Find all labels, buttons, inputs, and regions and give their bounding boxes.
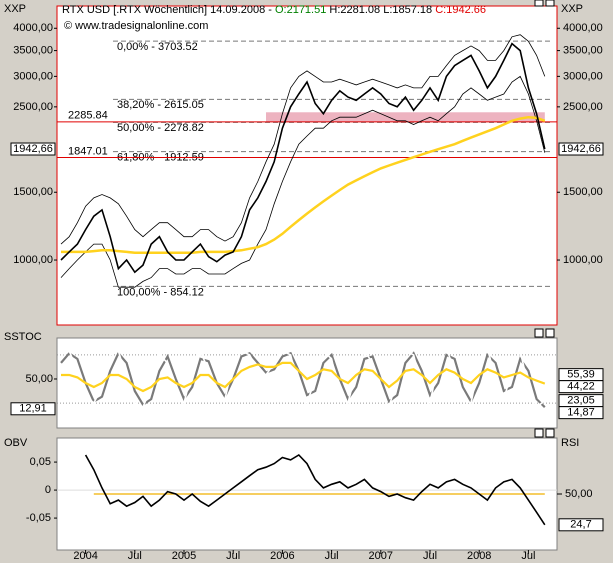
maximize-button[interactable] [534, 428, 544, 438]
last-price: 1942,66 [13, 143, 53, 155]
panel-label: OBV [4, 437, 28, 449]
y-tick-label: 2500,00 [563, 101, 603, 113]
fib-label: 100,00% - 854.12 [117, 286, 204, 298]
y-tick-label: -0,05 [26, 512, 51, 524]
y-tick-label: 3000,00 [13, 70, 53, 82]
last-price: 1942,66 [561, 143, 601, 155]
y-tick-label: 1000,00 [13, 254, 53, 266]
y2-tick-label: 50,00 [565, 488, 593, 500]
series-line [60, 351, 546, 408]
y-tick-label: 4000,00 [563, 22, 603, 34]
x-tick-label: Jul [423, 550, 437, 562]
close-button[interactable] [545, 428, 555, 438]
close-button[interactable] [545, 0, 555, 7]
last-price-box [558, 142, 604, 156]
series-line [60, 346, 546, 409]
panel-label: SSTOC [4, 331, 42, 343]
y-tick-label: 3500,00 [13, 45, 53, 57]
open: O:2171.51 [275, 4, 326, 16]
x-tick-label: Jul [521, 550, 535, 562]
x-tick-label: 2006 [270, 550, 294, 562]
x-tick-label: Jul [128, 550, 142, 562]
panel-buttons [534, 0, 555, 438]
fib-label: 38,20% - 2615.05 [117, 99, 204, 111]
y-tick-label: 50,00 [25, 373, 53, 385]
sstoc-panel [56, 337, 558, 429]
end-value: 14,87 [567, 407, 595, 419]
close-button[interactable] [545, 328, 555, 338]
level-label: 2285.84 [68, 110, 108, 122]
series-line [61, 115, 546, 254]
y-tick-label: 3000,00 [563, 70, 603, 82]
y-tick-label: 0,05 [30, 456, 51, 468]
last-price-box [10, 142, 56, 156]
x-tick-label: 2008 [467, 550, 491, 562]
x-tick-label: 2004 [73, 550, 97, 562]
copyright: © www.tradesignalonline.com [64, 20, 208, 32]
y-tick-label: 3500,00 [563, 45, 603, 57]
current-value: 12,91 [19, 403, 47, 415]
x-tick-label: 2007 [369, 550, 393, 562]
level-label: 1847.01 [68, 145, 108, 157]
series-line [60, 42, 546, 274]
y-tick-label: 1500,00 [13, 186, 53, 198]
y-tick-label: 4000,00 [13, 22, 53, 34]
series-line [60, 34, 546, 245]
end-value-box [558, 380, 604, 394]
high-low: H:2281.08 L:1857.18 [326, 4, 435, 16]
current-value-box [10, 402, 56, 416]
y-tick-label: 0 [45, 484, 51, 496]
fib-label: 50,00% - 2278.82 [117, 122, 204, 134]
end-value: 24,7 [570, 519, 591, 531]
end-value-box [558, 518, 604, 532]
x-tick-label: Jul [226, 550, 240, 562]
chart-title: RTX USD [.RTX Wöchentlich] 14.09.2008 - … [62, 4, 486, 16]
y-tick-label: 1000,00 [563, 254, 603, 266]
end-value: 23,05 [567, 395, 595, 407]
symbol: XXP [561, 3, 583, 15]
end-value: 44,22 [567, 381, 595, 393]
maximize-button[interactable] [534, 0, 544, 7]
highlight-zone [266, 112, 545, 122]
end-value-box [558, 406, 604, 420]
x-tick-label: 2005 [172, 550, 196, 562]
panel-label: RSI [561, 437, 579, 449]
symbol: XXP [4, 3, 26, 15]
y-tick-label: 1500,00 [563, 186, 603, 198]
fib-label: 0,00% - 3703.52 [117, 41, 198, 53]
series-line [60, 75, 546, 288]
series-line [61, 361, 546, 393]
title: RTX USD [.RTX Wöchentlich] 14.09.2008 - [62, 4, 275, 16]
y-tick-label: 2500,00 [13, 101, 53, 113]
x-tick-label: Jul [325, 550, 339, 562]
close: C:1942.66 [435, 4, 486, 16]
maximize-button[interactable] [534, 328, 544, 338]
end-value: 55,39 [567, 369, 595, 381]
series-line [84, 453, 546, 526]
